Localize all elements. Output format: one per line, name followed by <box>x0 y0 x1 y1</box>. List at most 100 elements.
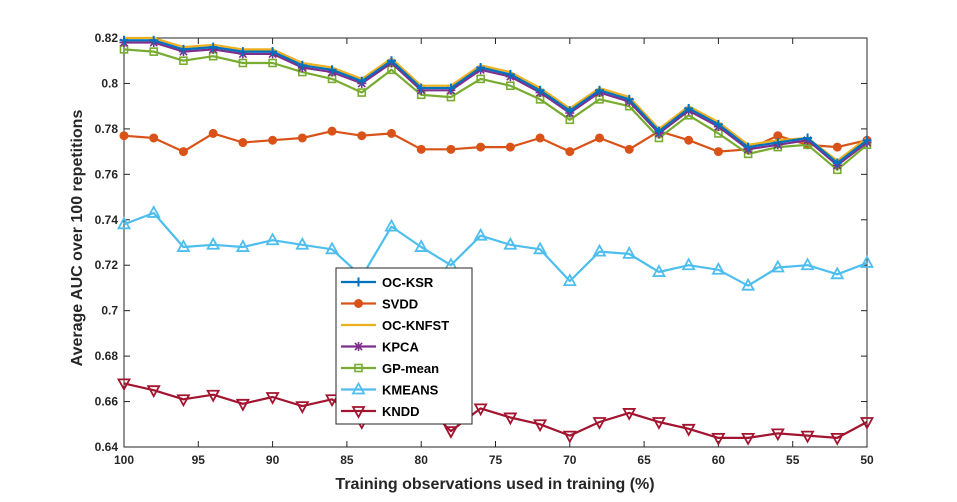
data-point-kmeans <box>741 277 756 291</box>
data-point-svdd <box>832 142 842 152</box>
y-tick-label: 0.8 <box>101 76 118 90</box>
legend-label: KNDD <box>382 404 420 419</box>
data-point-kndd <box>651 417 666 430</box>
data-point-oc-ksr <box>803 133 813 143</box>
data-point-kmeans <box>711 261 726 275</box>
y-tick-label: 0.72 <box>95 258 119 272</box>
y-tick-label: 0.82 <box>95 31 119 45</box>
data-point-svdd <box>327 126 337 136</box>
y-tick-label: 0.76 <box>95 167 119 181</box>
data-point-oc-ksr <box>624 94 634 104</box>
data-point-kndd <box>325 394 340 408</box>
data-point-svdd <box>595 133 605 143</box>
data-point-kndd <box>176 394 191 408</box>
data-point-oc-ksr <box>684 103 694 113</box>
data-point-oc-ksr <box>268 47 278 57</box>
series-line-kpca <box>124 41 868 167</box>
data-point-gp-mean <box>506 81 515 91</box>
data-point-kndd <box>859 417 875 430</box>
data-point-svdd <box>357 131 367 141</box>
data-point-kmeans <box>503 236 518 250</box>
data-point-oc-ksr <box>535 85 545 95</box>
y-tick-label: 0.78 <box>95 122 119 136</box>
data-point-kmeans <box>800 257 815 271</box>
legend-label: SVDD <box>382 297 418 312</box>
data-point-kndd <box>741 433 756 446</box>
data-point-kndd <box>681 423 696 437</box>
data-point-gp-mean <box>179 56 188 66</box>
data-point-kmeans <box>533 241 548 255</box>
legend-label: OC-KNFST <box>382 318 449 333</box>
data-point-kndd <box>206 389 221 403</box>
data-point-kmeans <box>830 266 845 280</box>
series-line-gp-mean <box>123 48 868 171</box>
data-point-kmeans <box>235 239 250 252</box>
data-point-oc-ksr <box>386 56 396 66</box>
y-tick-label: 0.64 <box>95 440 119 454</box>
data-point-kndd <box>770 428 785 442</box>
data-point-kndd <box>265 392 280 405</box>
data-point-svdd <box>505 142 515 152</box>
y-tick-label: 0.74 <box>95 213 119 227</box>
data-point-svdd <box>149 133 159 143</box>
x-tick-label: 95 <box>192 453 206 467</box>
data-point-oc-ksr <box>476 63 486 73</box>
data-point-kndd <box>235 398 250 412</box>
data-point-kmeans <box>265 232 280 246</box>
data-point-kndd <box>711 433 726 446</box>
plot-area: 100 95 90 85 80 75 70 65 60 55 50 0.64 0.66 0.68 0.7 0.… <box>95 31 875 467</box>
data-point-oc-ksr <box>595 85 605 95</box>
x-tick-label: 80 <box>415 453 429 467</box>
data-point-svdd <box>565 147 575 157</box>
legend-entry: KMEANS <box>341 381 439 398</box>
data-point-kmeans <box>770 259 785 273</box>
data-point-svdd <box>624 144 634 154</box>
data-point-kndd <box>116 378 132 392</box>
data-point-svdd <box>476 142 486 152</box>
data-point-oc-ksr <box>119 35 129 45</box>
legend-marker <box>351 381 366 395</box>
axes-box <box>123 37 868 448</box>
data-point-kndd <box>592 417 607 430</box>
y-axis-label: Average AUC over 100 repetitions <box>69 110 86 367</box>
legend-entry: OC-KNFST <box>341 318 449 333</box>
data-point-oc-ksr <box>327 65 337 75</box>
data-point-oc-ksr <box>149 35 159 45</box>
series-line-kndd <box>123 382 868 439</box>
data-point-gp-mean <box>357 88 367 97</box>
x-tick-label: 60 <box>712 453 726 467</box>
data-point-kmeans <box>146 205 161 218</box>
data-point-kmeans <box>622 245 637 259</box>
data-point-svdd <box>535 133 545 143</box>
data-point-svdd <box>446 144 456 154</box>
data-point-oc-ksr <box>208 42 218 52</box>
x-tick-label: 65 <box>637 453 651 467</box>
legend-label: OC-KSR <box>382 275 434 290</box>
series-line-oc-ksr <box>124 39 868 165</box>
series-line-kmeans <box>123 211 868 287</box>
data-point-oc-ksr <box>357 76 367 86</box>
data-point-svdd <box>297 133 307 143</box>
data-point-kndd <box>295 401 310 414</box>
x-tick-label: 85 <box>340 453 354 467</box>
x-tick-label: 75 <box>489 453 503 467</box>
data-point-gp-mean <box>149 47 159 56</box>
x-tick-label: 90 <box>266 453 280 467</box>
data-point-svdd <box>208 128 218 138</box>
data-point-kmeans <box>651 264 666 277</box>
data-point-kmeans <box>206 236 221 250</box>
data-point-svdd <box>238 138 248 148</box>
legend: OC-KSR SVDD OC-KNFST KPCA GP-mean KMEANS KNDD <box>335 267 473 425</box>
data-point-svdd <box>386 128 396 138</box>
legend-marker <box>354 299 363 308</box>
x-tick-label: 100 <box>114 453 134 467</box>
data-point-kmeans <box>325 241 340 255</box>
data-point-oc-ksr <box>862 135 872 145</box>
x-tick-label: 70 <box>563 453 577 467</box>
y-tick-label: 0.68 <box>95 349 119 363</box>
data-point-kndd <box>800 430 815 444</box>
data-point-kmeans <box>116 216 132 230</box>
y-tick-label: 0.66 <box>95 395 119 409</box>
data-point-kndd <box>562 430 577 444</box>
data-point-svdd <box>178 147 188 157</box>
